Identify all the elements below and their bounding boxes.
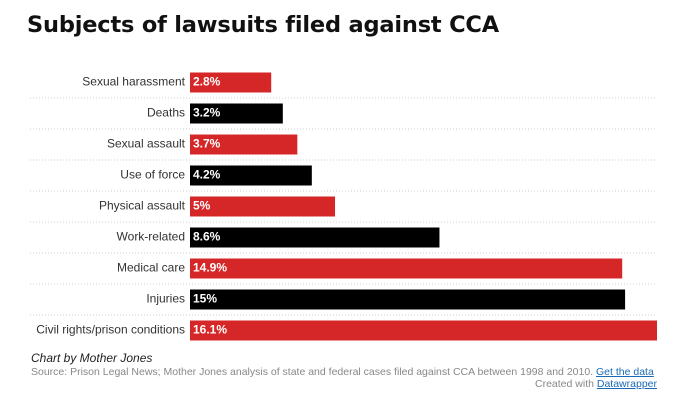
value-label: 4.2% [193,168,221,182]
bar [190,258,623,279]
created-with-text: Created with [535,378,594,390]
value-label: 8.6% [193,230,221,244]
category-label: Physical assault [99,199,186,213]
category-label: Sexual assault [107,137,186,151]
chart-credit: Created with Datawrapper [535,378,657,390]
value-label: 3.2% [193,106,221,120]
bar [190,196,336,217]
category-label: Deaths [147,106,185,120]
value-label: 5% [193,199,211,213]
bar [190,165,312,186]
datawrapper-link[interactable]: Datawrapper [596,378,657,390]
category-label: Injuries [146,292,185,306]
bar [190,320,657,341]
bar [190,289,626,310]
category-label: Medical care [117,261,185,275]
category-label: Use of force [120,168,185,182]
category-label: Civil rights/prison conditions [36,323,185,337]
bar [190,134,298,155]
value-label: 14.9% [193,261,227,275]
category-label: Sexual harassment [82,75,185,89]
chart-source: Source: Prison Legal News; Mother Jones … [31,366,657,378]
chart-byline: Chart by Mother Jones [31,351,153,365]
get-data-link[interactable]: Get the data [596,366,654,378]
value-label: 3.7% [193,137,221,151]
bar [190,72,272,93]
value-label: 16.1% [193,323,227,337]
value-label: 15% [193,292,217,306]
category-label: Work-related [117,230,185,244]
bar-chart: Sexual harassment 2.8% Deaths 3.2% Sexual as… [30,72,657,341]
bar [190,227,440,248]
bar [190,103,283,124]
value-label: 2.8% [193,75,221,89]
source-text: Source: Prison Legal News; Mother Jones … [31,366,594,378]
chart-title: Subjects of lawsuits filed against CCA [27,12,499,38]
